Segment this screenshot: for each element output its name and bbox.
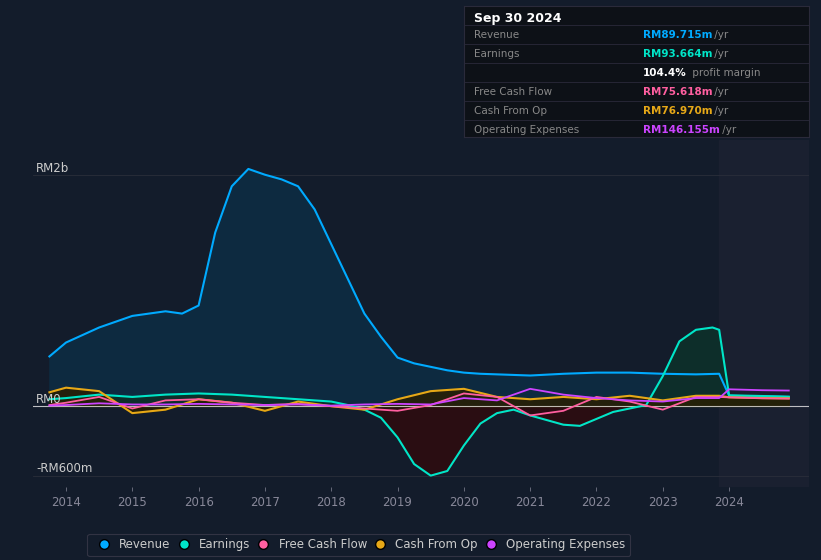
Text: RM76.970m: RM76.970m [643, 106, 713, 116]
Text: RM0: RM0 [36, 393, 62, 406]
Bar [719, 140, 809, 487]
Text: /yr: /yr [719, 125, 736, 135]
Text: RM2b: RM2b [36, 162, 70, 175]
Text: RM146.155m: RM146.155m [643, 125, 720, 135]
Text: Revenue: Revenue [475, 30, 520, 40]
Text: /yr: /yr [712, 30, 729, 40]
Text: Cash From Op: Cash From Op [475, 106, 548, 116]
Text: /yr: /yr [712, 87, 729, 97]
Text: Earnings: Earnings [475, 49, 520, 59]
Text: Sep 30 2024: Sep 30 2024 [475, 12, 562, 25]
Text: Operating Expenses: Operating Expenses [475, 125, 580, 135]
Legend: Revenue, Earnings, Free Cash Flow, Cash From Op, Operating Expenses: Revenue, Earnings, Free Cash Flow, Cash … [87, 534, 630, 556]
Text: RM89.715m: RM89.715m [643, 30, 713, 40]
Text: /yr: /yr [712, 106, 729, 116]
Text: -RM600m: -RM600m [36, 463, 93, 475]
Text: RM93.664m: RM93.664m [643, 49, 713, 59]
Text: 104.4%: 104.4% [643, 68, 687, 78]
Text: /yr: /yr [712, 49, 729, 59]
Text: profit margin: profit margin [689, 68, 760, 78]
Text: Free Cash Flow: Free Cash Flow [475, 87, 553, 97]
Text: RM75.618m: RM75.618m [643, 87, 713, 97]
